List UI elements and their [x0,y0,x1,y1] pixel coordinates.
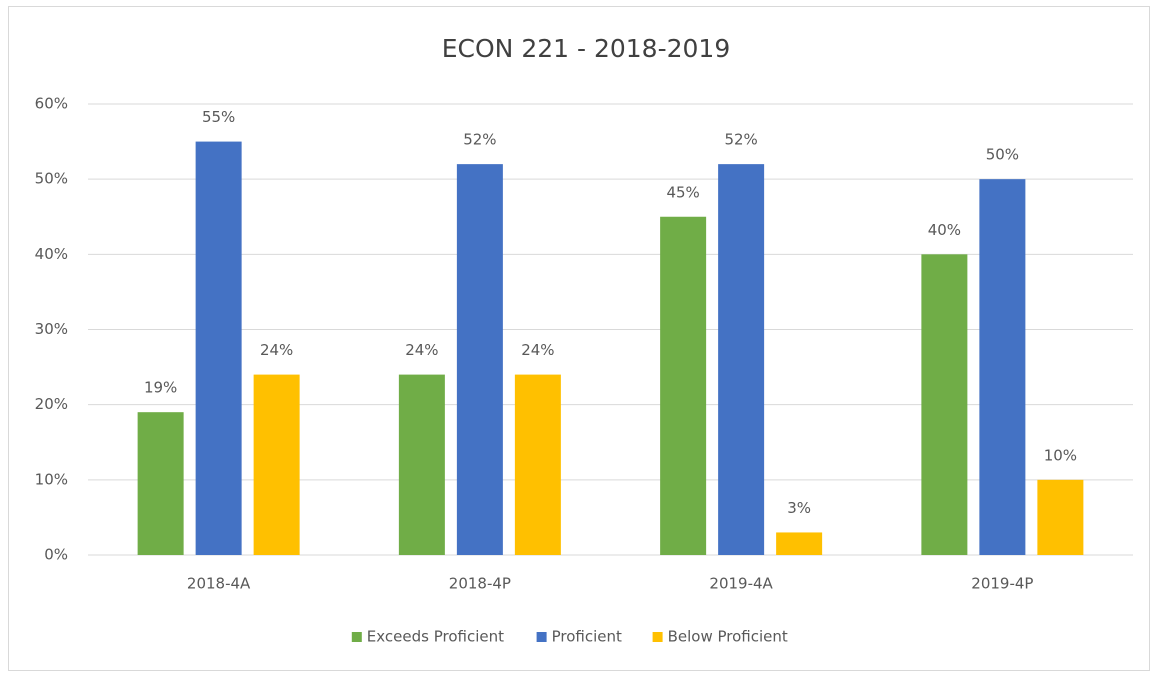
data-label: 24% [405,341,438,359]
chart-frame [8,6,1150,671]
bar [776,532,823,555]
data-label: 19% [144,379,177,397]
legend-label: Exceeds Proficient [367,628,504,646]
bar [718,164,765,555]
x-tick-label: 2019-4P [971,575,1033,593]
data-label: 3% [787,499,811,517]
legend-swatch [536,632,547,642]
legend-label: Proficient [552,628,622,646]
data-label: 45% [666,183,699,201]
bar [660,216,707,555]
data-label: 55% [202,108,235,126]
x-tick-label: 2019-4A [709,575,773,593]
bar [195,141,242,556]
data-label: 52% [724,131,757,149]
data-label: 40% [928,221,961,239]
x-tick-label: 2018-4P [449,575,511,593]
bar [398,374,445,555]
legend-swatch [652,632,663,642]
bar [253,374,300,555]
y-tick-label: 40% [35,245,68,263]
x-tick-label: 2018-4A [187,575,251,593]
bar [979,179,1026,555]
y-tick-label: 60% [35,95,68,113]
legend-label: Below Proficient [668,628,788,646]
chart-title: ECON 221 - 2018-2019 [442,34,730,63]
legend-swatch [351,632,362,642]
data-label: 10% [1044,446,1077,464]
data-label: 24% [260,341,293,359]
data-label: 24% [521,341,554,359]
bar [921,254,968,556]
bar [137,412,184,555]
y-tick-label: 0% [44,546,68,564]
y-tick-label: 20% [35,395,68,413]
y-tick-label: 50% [35,170,68,188]
bar [514,374,561,555]
y-tick-label: 30% [35,320,68,338]
y-tick-label: 10% [35,470,68,488]
bar [456,164,503,555]
bar [1037,479,1084,555]
data-label: 52% [463,131,496,149]
data-label: 50% [986,146,1019,164]
